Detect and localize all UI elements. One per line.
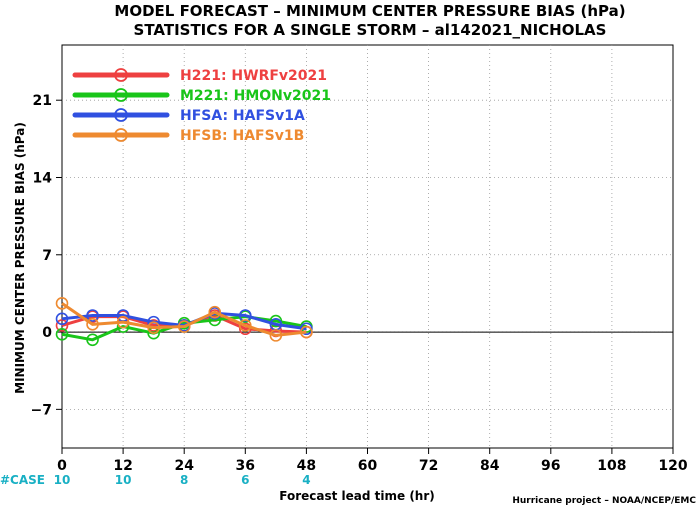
x-tick-label: 84 <box>480 458 500 474</box>
case-count: 8 <box>180 473 188 487</box>
data-point-hfsa <box>55 312 69 326</box>
x-tick-labels: 0 12 24 36 48 60 72 84 96 108 120 <box>57 448 688 474</box>
x-tick-label: 12 <box>113 458 132 474</box>
y-tick-label: 0 <box>42 325 52 341</box>
data-point-hfsb <box>55 297 69 310</box>
data-point-m221 <box>55 327 69 341</box>
legend-marker-m221 <box>114 88 128 102</box>
case-count: 4 <box>302 473 310 487</box>
x-axis-label: Forecast lead time (hr) <box>279 489 435 503</box>
data-point-hfsa <box>239 309 252 322</box>
x-tick-label: 72 <box>419 458 438 474</box>
legend: H221: HWRFv2021 M221: HMONv2021 HFSA: HAFS… <box>72 68 331 144</box>
x-tick-label: 60 <box>358 458 378 474</box>
x-tick-label: 108 <box>597 458 626 474</box>
legend-label-m221: M221: HMONv2021 <box>180 88 331 104</box>
case-count: 10 <box>115 473 132 487</box>
data-point-hfsb <box>86 318 99 331</box>
case-count: 6 <box>241 473 249 487</box>
legend-label-hfsa: HFSA: HAFSv1A <box>180 108 305 124</box>
case-label: #CASE <box>0 473 45 487</box>
x-tick-label: 120 <box>658 458 687 474</box>
y-tick-label: −7 <box>31 402 52 418</box>
chart-subtitle: STATISTICS FOR A SINGLE STORM – al142021… <box>134 21 607 39</box>
legend-label-h221: H221: HWRFv2021 <box>180 68 327 84</box>
data-point-hfsb <box>239 319 252 332</box>
case-counts: #CASE 10 10 8 6 4 <box>0 473 311 487</box>
data-point-hfsb <box>300 325 313 339</box>
legend-marker-hfsa <box>114 108 128 122</box>
x-tick-label: 24 <box>174 458 194 474</box>
x-tick-label: 48 <box>297 458 316 474</box>
x-tick-label: 36 <box>236 458 255 474</box>
y-tick-label: 7 <box>42 248 52 264</box>
data-point-hfsb <box>208 305 222 319</box>
data-point-hfsa <box>300 322 313 336</box>
x-tick-label: 96 <box>541 458 560 474</box>
legend-marker-h221 <box>114 68 128 82</box>
data-point-hfsb <box>116 315 130 329</box>
series-line-m221 <box>61 315 307 342</box>
series-lines <box>55 297 313 347</box>
x-tick-label: 0 <box>57 458 67 474</box>
data-point-hfsb <box>177 320 191 333</box>
data-point-hfsb <box>147 321 160 334</box>
chart-title: MODEL FORECAST – MINIMUM CENTER PRESSURE… <box>114 2 625 20</box>
data-point-m221 <box>269 314 283 328</box>
y-tick-label: 14 <box>33 170 53 186</box>
data-point-m221 <box>86 333 99 347</box>
data-point-hfsb <box>269 329 283 342</box>
y-tick-label: 21 <box>33 93 52 109</box>
legend-marker-hfsb <box>114 128 128 142</box>
credit-text: Hurricane project – NOAA/NCEP/EMC <box>512 496 696 506</box>
data-point-h221 <box>55 319 69 332</box>
plot-frame <box>61 44 674 449</box>
y-tick-labels: −7 0 7 14 21 <box>31 93 62 418</box>
case-count: 10 <box>54 473 71 487</box>
data-point-hfsa <box>86 309 99 322</box>
series-line-hfsb <box>61 302 307 337</box>
y-axis-label: MINIMUM CENTER PRESSURE BIAS (hPa) <box>13 122 27 394</box>
legend-label-hfsb: HFSB: HAFSv1B <box>180 128 304 144</box>
